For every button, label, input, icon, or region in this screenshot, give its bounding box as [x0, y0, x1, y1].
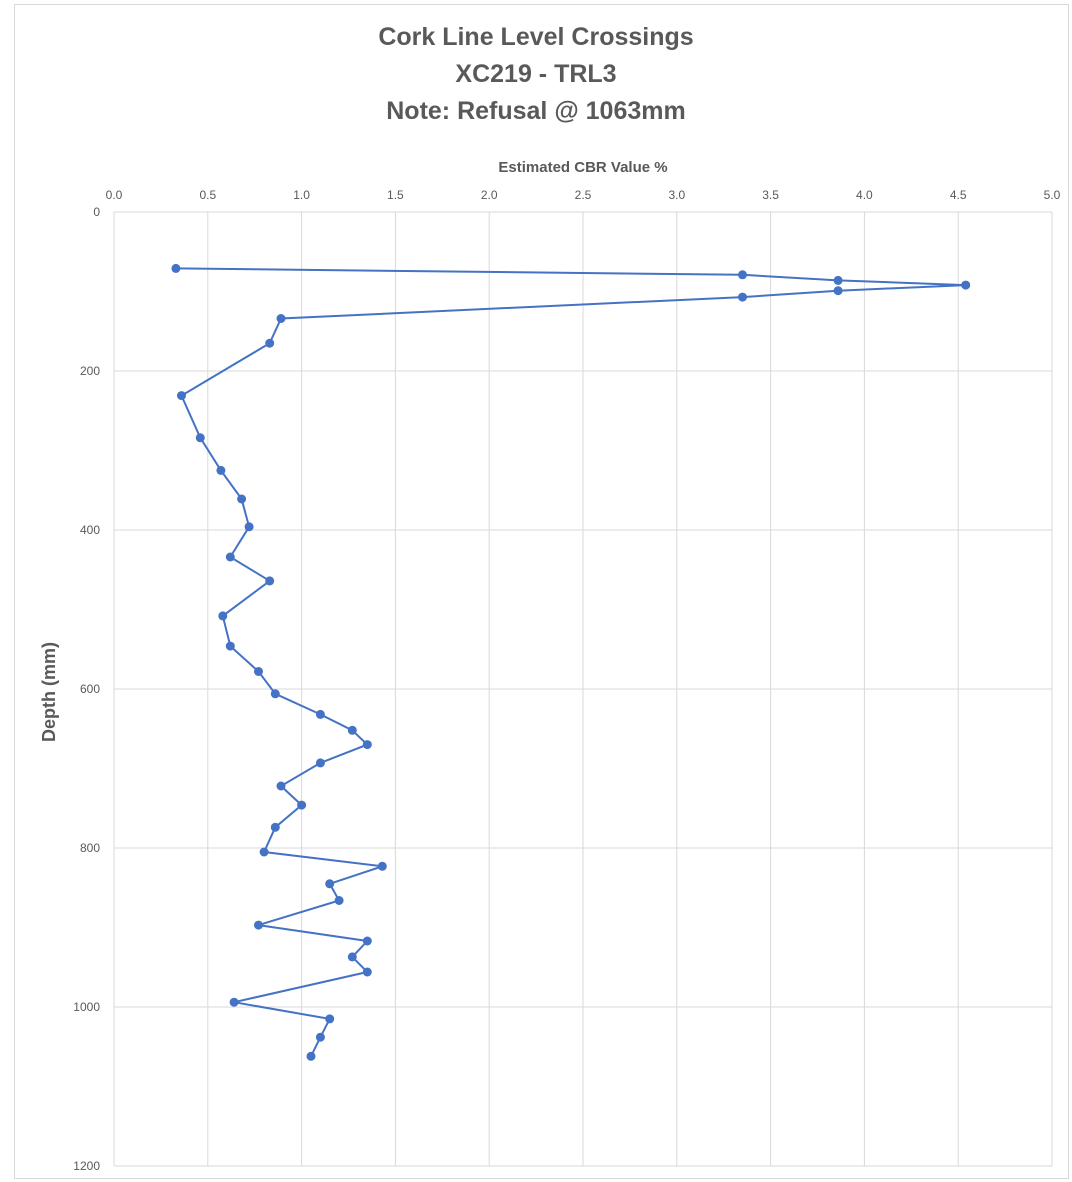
data-point: [237, 494, 247, 504]
data-point: [276, 314, 286, 323]
y-tick-label: 200: [80, 364, 100, 378]
series-markers: [171, 263, 971, 1061]
data-point: [306, 1051, 316, 1061]
data-point: [265, 576, 275, 586]
data-point: [254, 667, 263, 676]
data-point: [362, 936, 372, 946]
x-tick-labels: 0.0 0.5 1.0 1.5 2.0 2.5 3.0 3.5 4.0 4.5 5.0: [106, 188, 1061, 202]
data-point: [297, 800, 307, 810]
x-tick-label: 0.0: [106, 188, 123, 202]
y-tick-label: 0: [93, 205, 100, 219]
y-tick-label: 1200: [73, 1159, 100, 1173]
data-point: [738, 270, 747, 280]
data-point: [270, 822, 280, 832]
data-point: [961, 280, 971, 290]
x-tick-label: 5.0: [1044, 188, 1061, 202]
data-point: [265, 338, 275, 348]
x-tick-label: 4.5: [950, 188, 967, 202]
data-point: [171, 263, 181, 273]
y-tick-label: 800: [80, 841, 100, 855]
chart-frame: [14, 4, 1069, 1179]
data-point: [362, 967, 372, 977]
data-point: [377, 861, 387, 871]
x-tick-label: 1.0: [293, 188, 310, 202]
data-point: [270, 689, 280, 699]
x-tick-label: 4.0: [856, 188, 873, 202]
x-axis-title: Estimated CBR Value %: [498, 159, 667, 176]
data-point: [833, 275, 843, 285]
data-point: [334, 896, 344, 905]
data-point: [315, 758, 325, 768]
x-tick-label: 0.5: [199, 188, 216, 202]
data-point: [195, 433, 205, 443]
data-point: [229, 997, 239, 1007]
data-point: [315, 709, 325, 719]
y-tick-label: 1000: [73, 1000, 100, 1014]
x-tick-label: 2.0: [481, 188, 498, 202]
data-point: [216, 465, 226, 475]
data-point: [347, 725, 357, 735]
data-point: [738, 292, 747, 302]
data-point: [254, 920, 263, 930]
data-point: [225, 641, 235, 651]
data-point: [218, 611, 228, 621]
data-point: [362, 740, 372, 750]
data-point: [347, 952, 357, 962]
x-tick-label: 3.0: [668, 188, 685, 202]
x-tick-label: 2.5: [575, 188, 592, 202]
data-point: [177, 391, 186, 401]
grid-lines: [113, 211, 1053, 1167]
y-axis-title: Depth (mm): [39, 642, 59, 742]
data-point: [833, 286, 843, 296]
x-tick-label: 1.5: [387, 188, 404, 202]
data-point: [225, 552, 235, 562]
chart-title-line-2: XC219 - TRL3: [455, 60, 617, 88]
x-tick-label: 3.5: [762, 188, 779, 202]
chart-title-line-1: Cork Line Level Crossings: [378, 23, 694, 51]
chart-title-line-3: Note: Refusal @ 1063mm: [386, 97, 686, 125]
data-point: [259, 847, 269, 857]
y-tick-label: 400: [80, 523, 100, 537]
series-line-cbr: [175, 267, 966, 1057]
data-point: [244, 522, 254, 532]
data-point: [276, 781, 286, 791]
y-tick-label: 600: [80, 682, 100, 696]
y-tick-labels: 0 200 400 600 800 1000 1200: [73, 205, 100, 1173]
data-point: [315, 1032, 325, 1042]
data-point: [325, 879, 335, 889]
data-point: [325, 1014, 335, 1024]
